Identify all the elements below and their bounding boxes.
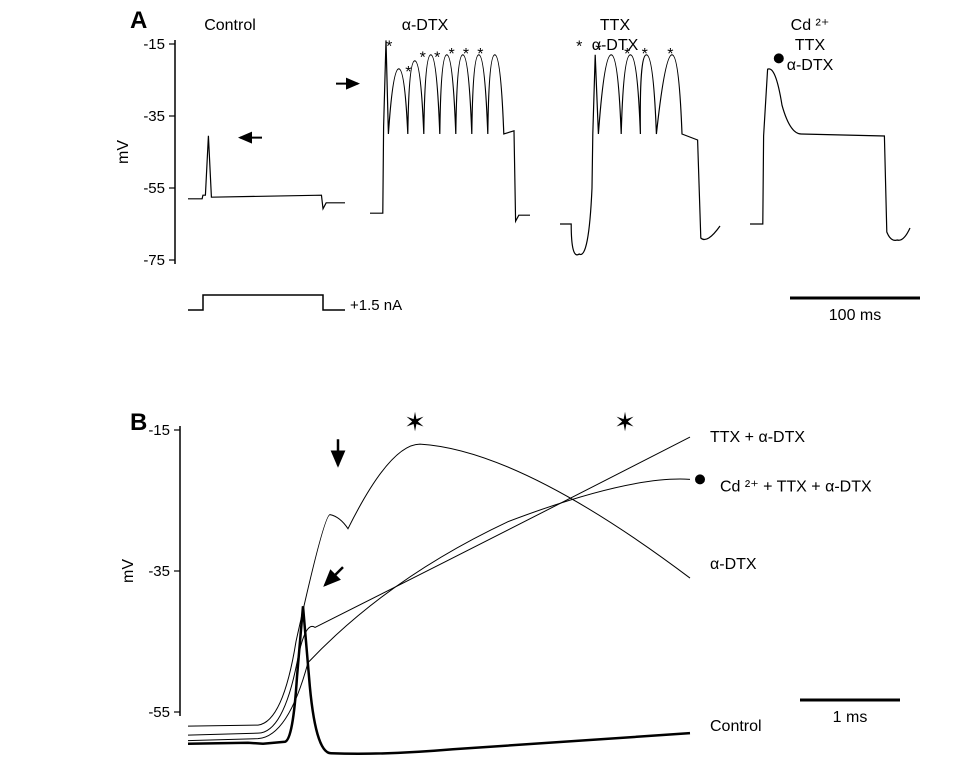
- curve-ttx-adtx: [188, 444, 690, 726]
- arrow-icon: [325, 567, 343, 585]
- panel-a-trace-title: Cd ²⁺: [791, 17, 830, 34]
- panel-a-ytick-label: -35: [143, 108, 165, 125]
- curve-label: α-DTX: [710, 556, 757, 573]
- asterisk-icon: *: [463, 46, 469, 63]
- stimulus-label: +1.5 nA: [350, 297, 402, 314]
- asterisk-icon: *: [642, 46, 648, 63]
- curve-label: Control: [710, 718, 762, 735]
- trace-cd-ttx-adtx: [750, 69, 910, 240]
- curve-label: TTX + α-DTX: [710, 429, 805, 446]
- asterisk-icon: *: [405, 64, 411, 81]
- panel-b-ylabel: mV: [120, 559, 137, 583]
- asterisk-icon: *: [576, 39, 582, 56]
- panel-a-ylabel: mV: [115, 140, 132, 164]
- asterisk-icon: *: [595, 42, 601, 59]
- panel-a-trace-title: TTX: [795, 37, 826, 54]
- trace-adtx: [370, 40, 530, 221]
- panel-a-trace-title: Control: [204, 17, 256, 34]
- asterisk-icon: *: [448, 46, 454, 63]
- scalebar-a-label: 100 ms: [829, 307, 881, 324]
- panel-a-ytick-label: -75: [143, 252, 165, 269]
- asterisk-icon: *: [420, 49, 426, 66]
- stimulus-waveform: [188, 295, 345, 310]
- panel-a-trace-title: α-DTX: [787, 57, 834, 74]
- panel-a-label: A: [130, 7, 147, 34]
- scalebar-b-label: 1 ms: [833, 709, 868, 726]
- curve-label: Cd ²⁺ + TTX + α-DTX: [720, 478, 872, 495]
- curve-adtx: [188, 437, 690, 735]
- asterisk-icon: *: [667, 46, 673, 63]
- trace-control: [188, 136, 345, 209]
- panel-a-trace-title: TTX: [600, 17, 631, 34]
- solid-dot-icon: [695, 474, 705, 484]
- panel-b-ytick-label: -55: [148, 704, 170, 721]
- panel-a-ytick-label: -15: [143, 36, 165, 53]
- curve-control: [188, 606, 690, 754]
- asterisk-icon: *: [624, 46, 630, 63]
- panel-a-trace-title: α-DTX: [402, 17, 449, 34]
- asterisk-icon: *: [434, 49, 440, 66]
- asterisk-icon: *: [477, 46, 483, 63]
- trace-ttx-adtx: [560, 55, 720, 255]
- curve-cd-ttx-adtx: [188, 479, 690, 741]
- asterisk-icon: ✶: [404, 407, 426, 437]
- panel-b-ytick-label: -35: [148, 563, 170, 580]
- panel-a-ytick-label: -55: [143, 180, 165, 197]
- panel-b-ytick-label: -15: [148, 422, 170, 439]
- asterisk-icon: ✶: [614, 407, 636, 437]
- panel-b-label: B: [130, 409, 147, 436]
- asterisk-icon: *: [386, 39, 392, 56]
- solid-dot-icon: [774, 53, 784, 63]
